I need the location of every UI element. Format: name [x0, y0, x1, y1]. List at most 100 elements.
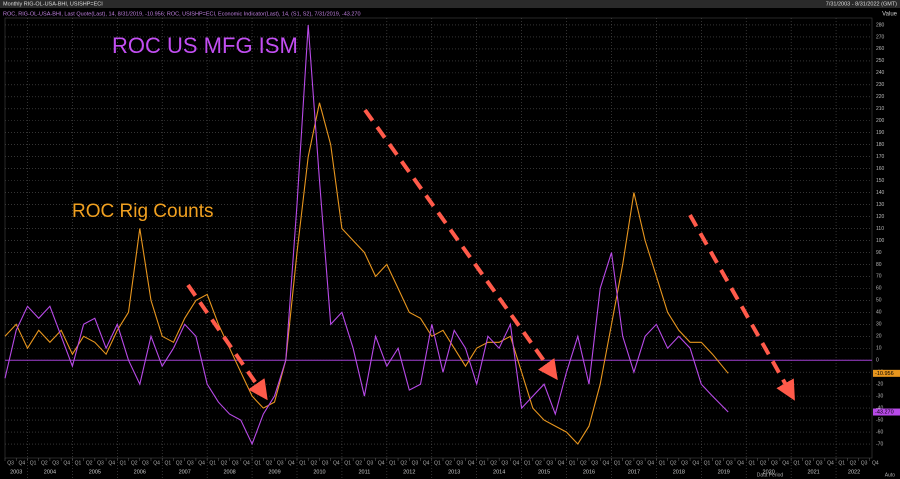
quarter-label: Q4 [558, 460, 565, 466]
line-series [4, 102, 729, 445]
y-tick-label: 30 [876, 322, 882, 328]
y-tick-label: -40 [876, 405, 883, 411]
y-tick-label: 200 [876, 118, 885, 124]
quarter-label: Q4 [243, 460, 250, 466]
quarter-label: Q1 [30, 460, 37, 466]
quarter-label: Q2 [490, 460, 497, 466]
y-tick-label: 90 [876, 250, 882, 256]
quarter-label: Q1 [569, 460, 576, 466]
y-tick-label: 10 [876, 346, 882, 352]
x-tick-label: 2019 [718, 469, 730, 475]
quarter-label: Q4 [782, 460, 789, 466]
y-tick-label: 130 [876, 202, 885, 208]
quarter-label: Q4 [288, 460, 295, 466]
y-tick-label: 240 [876, 70, 885, 76]
quarter-label: Q2 [400, 460, 407, 466]
quarter-label: Q3 [771, 460, 778, 466]
quarter-label: Q1 [479, 460, 486, 466]
x-tick-label: 2014 [493, 469, 505, 475]
line-series [4, 24, 729, 446]
quarter-label: Q3 [726, 460, 733, 466]
quarter-label: Q3 [546, 460, 553, 466]
quarter-label: Q1 [748, 460, 755, 466]
y-tick-label: 80 [876, 262, 882, 268]
quarter-label: Q4 [153, 460, 160, 466]
x-tick-label: 2013 [448, 469, 460, 475]
y-tick-label: 100 [876, 238, 885, 244]
x-tick-label: 2006 [134, 469, 146, 475]
header-bar [0, 0, 900, 8]
y-tick-label: 0 [876, 358, 879, 364]
quarter-label: Q2 [176, 460, 183, 466]
x-tick-label: 2010 [313, 469, 325, 475]
x-tick-label: 2015 [538, 469, 550, 475]
arrow [186, 283, 268, 401]
y-tick-label: 120 [876, 214, 885, 220]
y-tick-label: 170 [876, 154, 885, 160]
quarter-label: Q3 [142, 460, 149, 466]
legend-text: ROC, RIG-OL-USA-BHI, Last Quote(Last), 1… [3, 11, 361, 17]
quarter-label: Q4 [333, 460, 340, 466]
y-tick-label: 110 [876, 226, 884, 232]
y-tick-label: -50 [876, 417, 883, 423]
quarter-label: Q4 [63, 460, 70, 466]
quarter-label: Q1 [659, 460, 666, 466]
quarter-label: Q3 [97, 460, 104, 466]
quarter-label: Q2 [221, 460, 228, 466]
y-tick-label: 250 [876, 58, 885, 64]
quarter-label: Q3 [816, 460, 823, 466]
annotation-rig: ROC Rig Counts [72, 201, 214, 222]
quarter-label: Q2 [850, 460, 857, 466]
quarter-label: Q1 [299, 460, 306, 466]
y-tick-label: 160 [876, 166, 885, 172]
quarter-label: Q2 [580, 460, 587, 466]
arrow [688, 214, 795, 401]
footer-left: Data Period [757, 472, 784, 478]
y-tick-label: -20 [876, 381, 883, 387]
y-tick-label: 230 [876, 82, 885, 88]
quarter-label: Q4 [827, 460, 834, 466]
x-tick-label: 2005 [89, 469, 101, 475]
quarter-label: Q2 [131, 460, 138, 466]
quarter-label: Q4 [198, 460, 205, 466]
date-range: 7/31/2003 - 8/31/2022 (GMT) [826, 1, 897, 7]
chart-title: Monthly RIG-OL-USA-BHI, USISHP=ECI [3, 1, 103, 7]
x-tick-label: 2016 [583, 469, 595, 475]
quarter-label: Q3 [277, 460, 284, 466]
quarter-label: Q2 [355, 460, 362, 466]
x-tick-label: 2008 [223, 469, 235, 475]
y-tick-label: 50 [876, 298, 882, 304]
quarter-label: Q1 [434, 460, 441, 466]
y-tick-label: 140 [876, 190, 885, 196]
x-tick-label: 2007 [179, 469, 191, 475]
quarter-label: Q1 [209, 460, 216, 466]
x-tick-label: 2004 [44, 469, 56, 475]
quarter-label: Q3 [636, 460, 643, 466]
y-tick-label: -70 [876, 441, 883, 447]
quarter-label: Q1 [614, 460, 621, 466]
x-tick-label: 2018 [673, 469, 685, 475]
quarter-label: Q2 [86, 460, 93, 466]
quarter-label: Q3 [591, 460, 598, 466]
quarter-label: Q2 [535, 460, 542, 466]
quarter-label: Q3 [52, 460, 59, 466]
quarter-label: Q4 [378, 460, 385, 466]
x-tick-label: 2009 [268, 469, 280, 475]
footer-right: Auto [885, 472, 896, 478]
y-tick-label: 270 [876, 34, 885, 40]
quarter-label: Q3 [187, 460, 194, 466]
x-tick-label: 2017 [628, 469, 640, 475]
quarter-label: Q4 [19, 460, 26, 466]
y-tick-label: 20 [876, 334, 882, 340]
quarter-label: Q1 [120, 460, 127, 466]
quarter-label: Q1 [704, 460, 711, 466]
last-value-label: -43.270 [875, 409, 894, 415]
quarter-label: Q1 [165, 460, 172, 466]
annotation-ism: ROC US MFG ISM [112, 33, 298, 58]
y-tick-label: 70 [876, 274, 882, 280]
y-tick-label: 210 [876, 106, 885, 112]
quarter-label: Q4 [647, 460, 654, 466]
quarter-label: Q4 [602, 460, 609, 466]
x-tick-label: 2003 [10, 469, 22, 475]
